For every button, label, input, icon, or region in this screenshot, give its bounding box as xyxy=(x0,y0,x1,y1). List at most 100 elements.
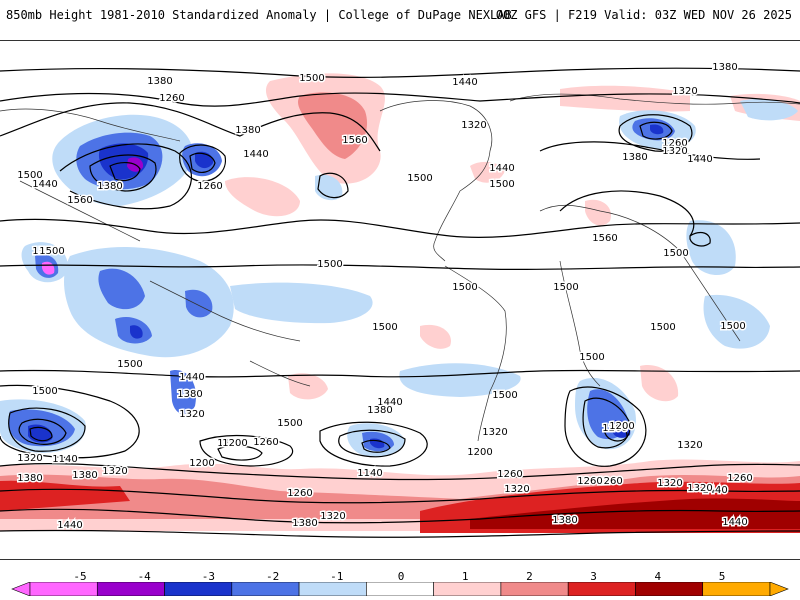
colorbar-swatch xyxy=(567,582,636,596)
contour-label: 1440 xyxy=(243,149,268,160)
contour-label: 1200 xyxy=(217,438,242,449)
contour-label: 1200 xyxy=(189,458,214,469)
colorbar-swatch xyxy=(366,582,434,596)
colorbar: -5 -4 -3 -2 -1 0 1 2 3 4 5 xyxy=(0,570,800,600)
colorbar-scale xyxy=(11,582,789,596)
contour-label: 1380 xyxy=(367,405,392,416)
contour-label: 1260 xyxy=(253,437,278,448)
contour-label: 1260 xyxy=(662,138,687,149)
colorbar-swatch xyxy=(298,582,367,596)
contour-label: 1380 xyxy=(72,470,97,481)
colorbar-tick-label: 1 xyxy=(461,570,469,583)
contour-label: 1320 xyxy=(320,511,345,522)
contour-label: 1500 xyxy=(452,282,477,293)
colorbar-tick-label: -2 xyxy=(265,570,280,583)
colorbar-tick-label: -1 xyxy=(330,570,344,583)
colorbar-tick-label: -3 xyxy=(201,570,216,583)
contour-label: 1260 xyxy=(577,476,602,487)
contour-label: 1140 xyxy=(52,454,77,465)
contour-label: 1500 xyxy=(32,246,57,257)
contour-label: 1500 xyxy=(407,173,432,184)
contour-label: 1440 xyxy=(702,485,727,496)
colorbar-tick-label: 2 xyxy=(526,570,533,583)
contour-label: 1380 xyxy=(177,389,202,400)
contour-label: 1260 xyxy=(287,488,312,499)
header: 850mb Height 1981-2010 Standardized Anom… xyxy=(0,0,800,30)
colorbar-tick-label: 4 xyxy=(654,570,662,583)
contour-label: 1500 xyxy=(650,322,675,333)
colorbar-swatch xyxy=(164,582,233,596)
colorbar-tick-label: -4 xyxy=(137,570,151,583)
contour-label: 1440 xyxy=(179,372,204,383)
height-contours xyxy=(0,67,800,538)
contour-label: 1560 xyxy=(592,233,617,244)
contour-label: 1320 xyxy=(672,86,697,97)
contour-label: 1500 xyxy=(720,321,745,332)
colorbar-swatch xyxy=(635,582,704,596)
contour-label: 1260 xyxy=(597,476,622,487)
contour-label: 1500 xyxy=(117,359,142,370)
colorbar-swatch xyxy=(29,582,98,596)
colorbar-swatch xyxy=(231,582,300,596)
contour-label: 1260 xyxy=(197,181,222,192)
contour-label: 1320 xyxy=(17,453,42,464)
contour-label: 1320 xyxy=(179,409,204,420)
colorbar-tick-label: 3 xyxy=(590,570,597,583)
contour-label: 1320 xyxy=(482,427,507,438)
contour-label: 1500 xyxy=(492,390,517,401)
colorbar-swatch xyxy=(500,582,569,596)
map-title: 850mb Height 1981-2010 Standardized Anom… xyxy=(6,8,512,22)
contour-label: 1500 xyxy=(663,248,688,259)
model-run-info: 00Z GFS | F219 Valid: 03Z WED NOV 26 202… xyxy=(495,8,792,22)
contour-label: 1380 xyxy=(17,473,42,484)
contour-label: 1440 xyxy=(32,179,57,190)
contour-label: 1440 xyxy=(687,154,712,165)
contour-label: 1200 xyxy=(609,421,634,432)
map-panel: 1380 1260 1380 1440 1500 1560 1500 1260 1440 1380… xyxy=(0,40,800,560)
contour-label: 1380 xyxy=(712,62,737,73)
contour-label: 1200 xyxy=(467,447,492,458)
colorbar-swatch xyxy=(433,582,502,596)
contour-label: 1500 xyxy=(32,386,57,397)
colorbar-tick-label: 0 xyxy=(397,570,405,583)
contour-label: 1380 xyxy=(97,181,122,192)
contour-label: 1380 xyxy=(147,76,172,87)
contour-label: 1500 xyxy=(317,259,342,270)
contour-label: 1560 xyxy=(67,195,92,206)
contour-label: 1440 xyxy=(452,77,477,88)
contour-label: 1140 xyxy=(357,468,382,479)
contour-label: 1320 xyxy=(504,484,529,495)
contour-label: 1380 xyxy=(235,125,260,136)
contour-label: 1440 xyxy=(57,520,82,531)
colorbar-extend-high xyxy=(769,582,789,596)
continent-outlines xyxy=(0,93,800,442)
contour-label: 1380 xyxy=(552,515,577,526)
contour-label: 1500 xyxy=(489,179,514,190)
contour-label: 1260 xyxy=(727,473,752,484)
contour-label: 1260 xyxy=(497,469,522,480)
contour-label: 1380 xyxy=(622,152,647,163)
contour-label: 1440 xyxy=(377,397,402,408)
contour-label: 1320 xyxy=(677,440,702,451)
anomaly-fills xyxy=(0,73,800,533)
contour-label: 1320 xyxy=(461,120,486,131)
contour-label: 1500 xyxy=(277,418,302,429)
colorbar-swatch xyxy=(702,582,771,596)
colorbar-extend-low xyxy=(11,582,31,596)
contour-label: 1440 xyxy=(489,163,514,174)
contour-label: 1200 xyxy=(222,438,247,449)
contour-label: 1500 xyxy=(17,170,42,181)
contour-label: 1500 xyxy=(39,246,64,257)
contour-label: 1260 xyxy=(159,93,184,104)
contour-label: 1320 xyxy=(662,146,687,157)
contour-label: 1380 xyxy=(292,518,317,529)
colorbar-tick-label: -5 xyxy=(73,570,87,583)
contour-label: 1320 xyxy=(687,483,712,494)
contour-label: 1260 xyxy=(602,423,627,434)
contour-label: 1500 xyxy=(299,73,324,84)
contour-label: 1560 xyxy=(342,135,367,146)
contour-label: 1320 xyxy=(657,478,682,489)
contour-label: 1440 xyxy=(722,517,747,528)
